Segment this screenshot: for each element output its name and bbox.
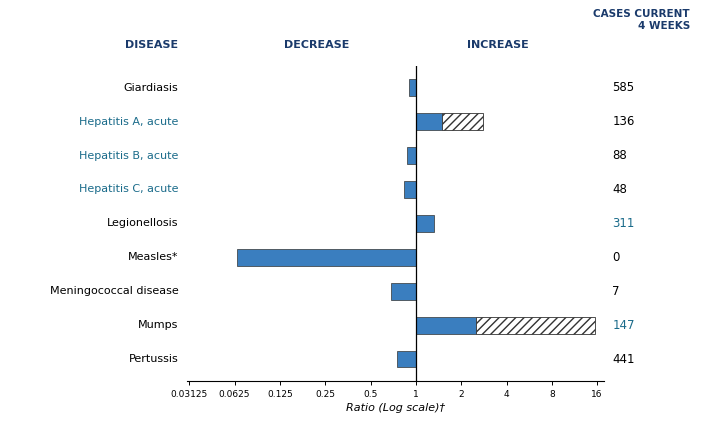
X-axis label: Ratio (Log scale)†: Ratio (Log scale)† (346, 403, 445, 413)
Text: 147: 147 (613, 318, 635, 332)
Text: Pertussis: Pertussis (129, 354, 178, 364)
Bar (408, 147, 416, 164)
Text: 7: 7 (613, 285, 620, 298)
Bar (390, 283, 416, 300)
Text: Meningococcal disease: Meningococcal disease (50, 286, 178, 296)
Text: DECREASE: DECREASE (284, 40, 349, 50)
Bar (416, 113, 442, 130)
Text: 48: 48 (613, 183, 627, 196)
Bar (409, 79, 416, 96)
Text: DISEASE: DISEASE (126, 40, 178, 50)
Text: Hepatitis B, acute: Hepatitis B, acute (79, 151, 178, 161)
Bar (476, 317, 595, 334)
Bar (442, 113, 483, 130)
Text: 136: 136 (613, 115, 635, 128)
Text: Hepatitis C, acute: Hepatitis C, acute (79, 184, 178, 194)
Text: INCREASE: INCREASE (467, 40, 528, 50)
Text: CASES CURRENT
4 WEEKS: CASES CURRENT 4 WEEKS (593, 9, 690, 31)
Text: Legionellosis: Legionellosis (107, 219, 178, 228)
Text: Hepatitis A, acute: Hepatitis A, acute (79, 117, 178, 127)
Text: 0: 0 (613, 251, 620, 264)
Bar (397, 350, 416, 367)
Bar (237, 249, 416, 266)
Text: 311: 311 (613, 217, 635, 230)
Text: Measles*: Measles* (128, 252, 178, 262)
Bar (416, 215, 434, 232)
Bar (416, 317, 476, 334)
Text: Mumps: Mumps (138, 320, 178, 330)
Text: 441: 441 (613, 353, 635, 366)
Text: 88: 88 (613, 149, 627, 162)
Text: 585: 585 (613, 81, 634, 94)
Text: Giardiasis: Giardiasis (124, 83, 178, 93)
Bar (405, 181, 416, 198)
